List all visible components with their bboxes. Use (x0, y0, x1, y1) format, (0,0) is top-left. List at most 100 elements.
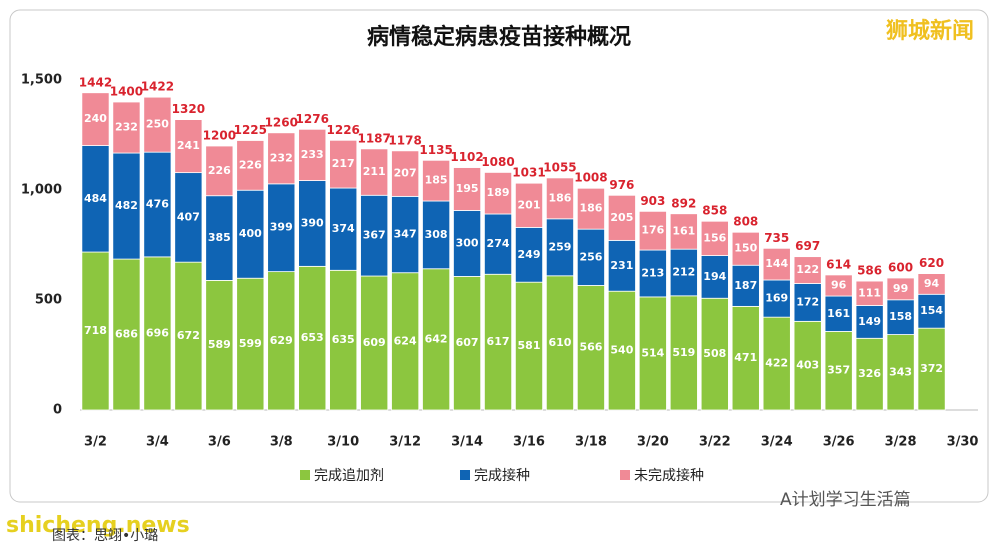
segment-label: 217 (332, 157, 355, 170)
x-tick-label: 3/2 (84, 435, 107, 450)
x-tick-label: 3/8 (270, 435, 293, 450)
segment-label: 519 (672, 346, 695, 359)
bar-segment (453, 276, 482, 411)
segment-label: 718 (84, 324, 107, 337)
bar-segment (267, 183, 296, 273)
total-label: 1400 (110, 85, 143, 99)
bar-segment (793, 283, 822, 322)
total-label: 1422 (141, 80, 174, 94)
bar-segment (174, 261, 203, 411)
bar-segment (607, 194, 636, 241)
segment-label: 169 (765, 292, 788, 305)
segment-label: 158 (889, 310, 912, 323)
total-label: 697 (795, 239, 820, 253)
segment-label: 482 (115, 199, 138, 212)
segment-label: 476 (146, 198, 169, 211)
x-tick-label: 3/18 (575, 435, 607, 450)
total-label: 600 (888, 261, 913, 275)
segment-label: 232 (115, 121, 138, 134)
bar-segment (174, 119, 203, 174)
segment-label: 508 (703, 347, 726, 360)
y-tick-label: 1,500 (21, 73, 62, 88)
bar-segment (205, 195, 234, 281)
bar-segment (174, 172, 203, 263)
bar-segment (81, 92, 110, 146)
bar-segment (236, 189, 265, 279)
segment-label: 189 (487, 186, 510, 199)
legend-swatch (300, 470, 310, 480)
bar-segment (607, 239, 636, 292)
total-label: 808 (733, 215, 758, 229)
total-label: 620 (919, 256, 944, 270)
segment-label: 407 (177, 210, 200, 223)
bar-segment (607, 290, 636, 411)
x-tick-label: 3/12 (389, 435, 421, 450)
x-tick-label: 3/24 (761, 435, 793, 450)
x-tick-label: 3/20 (637, 435, 669, 450)
total-label: 858 (702, 204, 727, 218)
total-label: 1225 (234, 123, 267, 137)
bar-segment (81, 251, 110, 411)
segment-label: 589 (208, 338, 231, 351)
legend-label: 完成接种 (474, 467, 530, 484)
total-label: 586 (857, 264, 882, 278)
segment-label: 484 (84, 192, 107, 205)
segment-label: 201 (518, 198, 541, 211)
segment-label: 274 (487, 237, 510, 250)
bar-segment (545, 177, 574, 220)
total-label: 1055 (543, 160, 576, 174)
segment-label: 610 (548, 336, 571, 349)
segment-label: 250 (146, 118, 169, 131)
segment-label: 149 (858, 315, 881, 328)
segment-label: 390 (301, 216, 324, 229)
legend-swatch (620, 470, 630, 480)
segment-label: 187 (734, 279, 757, 292)
segment-label: 233 (301, 148, 324, 161)
segment-label: 347 (394, 228, 417, 241)
x-tick-label: 3/26 (823, 435, 855, 450)
total-label: 1135 (419, 143, 452, 157)
segment-label: 99 (893, 282, 908, 295)
segment-label: 400 (239, 227, 262, 240)
segment-label: 343 (889, 365, 912, 378)
total-label: 1200 (203, 129, 236, 143)
segment-label: 300 (456, 236, 479, 249)
chart-title: 病情稳定病患疫苗接种概况 (367, 24, 631, 50)
bar-segment (669, 295, 698, 411)
segment-label: 185 (425, 174, 448, 187)
segment-label: 617 (487, 335, 510, 348)
y-tick-label: 500 (35, 293, 62, 308)
bar-segment (917, 293, 946, 329)
bar-segment (731, 231, 760, 266)
bar-segment (576, 187, 605, 230)
bar-segment (886, 334, 915, 411)
segment-label: 195 (456, 182, 479, 195)
total-label: 1226 (327, 123, 360, 137)
segment-label: 696 (146, 326, 169, 339)
credit: 图表：思翊•小璐 (52, 528, 158, 544)
bar-segment (112, 152, 141, 260)
segment-label: 231 (610, 259, 633, 272)
total-label: 1320 (172, 102, 205, 116)
bar-segment (638, 249, 667, 298)
segment-label: 232 (270, 151, 293, 164)
bar-segment (484, 171, 513, 215)
total-label: 903 (640, 194, 665, 208)
bar-segment (267, 132, 296, 185)
bar-segment (545, 218, 574, 277)
segment-label: 122 (796, 263, 819, 276)
bar-segment (360, 148, 389, 196)
brand: 狮城新闻 (886, 18, 974, 44)
y-tick-label: 0 (53, 403, 62, 418)
segment-label: 367 (363, 229, 386, 242)
bar-segment (638, 296, 667, 411)
segment-label: 403 (796, 359, 819, 372)
segment-label: 256 (579, 250, 602, 263)
bar-segment (793, 320, 822, 411)
segment-label: 471 (734, 351, 757, 364)
bar-segment (824, 274, 853, 297)
bar-segment (514, 182, 544, 228)
segment-label: 653 (301, 331, 324, 344)
bar-segment (143, 96, 172, 153)
x-tick-label: 3/30 (947, 435, 979, 450)
